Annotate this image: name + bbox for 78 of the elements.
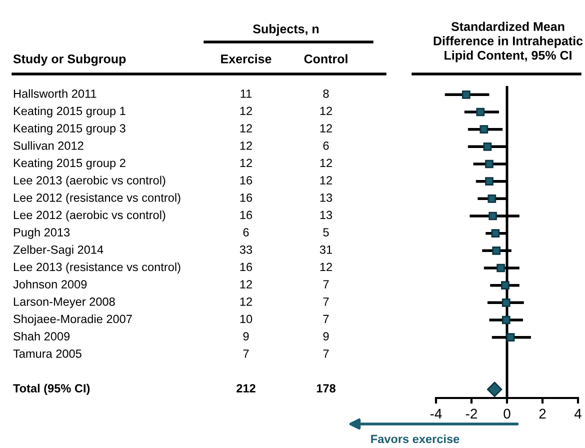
data-label: 7: [243, 350, 249, 358]
data-label: 5: [323, 228, 329, 236]
data-label: 12: [320, 262, 332, 272]
data-label: 12: [320, 124, 332, 132]
category-label: Keating 2015 group 3: [14, 124, 126, 135]
data-label: 16: [240, 210, 252, 220]
category-label: Keating 2015 group 2: [14, 158, 126, 170]
category-label: Larson-Meyer 2008: [14, 297, 115, 308]
category-label: Total (95% CI): [13, 384, 90, 395]
data-label: 10: [240, 314, 252, 324]
text: Subjects, n: [253, 24, 319, 36]
data-label: 16: [240, 193, 252, 202]
category-label: Shah 2009: [14, 332, 70, 340]
data-label: 12: [320, 106, 332, 116]
point: [502, 298, 510, 307]
category-label: Keating 2015 group 1: [14, 106, 126, 118]
data-label: 33: [240, 245, 252, 254]
category-label: Shojaee-Moradie 2007: [14, 314, 132, 326]
point: [476, 108, 485, 116]
data-label: 6: [323, 141, 329, 150]
data-label: 6: [243, 228, 249, 236]
point: [501, 281, 510, 290]
data-label: 12: [320, 176, 332, 184]
point: [488, 212, 497, 220]
data-label: 7: [323, 314, 329, 324]
point: [502, 316, 510, 324]
x-tick-label: -2: [466, 408, 477, 418]
data-label: 7: [323, 350, 329, 358]
x-tick-label: -4: [430, 408, 442, 418]
data-label: 16: [240, 176, 252, 184]
x-tick-label: 4: [574, 408, 582, 418]
data-label: 12: [320, 158, 332, 168]
data-label: 31: [320, 245, 332, 254]
data-label: 8: [323, 89, 329, 98]
point: [488, 194, 496, 203]
x-tick-label: 2: [539, 408, 546, 418]
x-tick-label: 0: [504, 408, 510, 419]
text: Study or Subgroup: [13, 54, 126, 66]
data-label: 7: [323, 298, 329, 306]
data-label: 12: [240, 124, 252, 132]
data-label: 178: [316, 384, 336, 392]
point: [480, 125, 488, 134]
category-label: Tamura 2005: [13, 349, 82, 358]
data-label: 11: [240, 90, 252, 98]
point: [485, 160, 494, 168]
category-label: Pugh 2013: [14, 228, 70, 239]
text: Control: [304, 54, 348, 64]
data-label: 7: [323, 280, 329, 288]
category-label: Lee 2013 (aerobic vs control): [14, 176, 166, 187]
point: [487, 382, 502, 397]
point: [506, 333, 515, 342]
point: [491, 229, 500, 238]
category-label: Zelber-Sagi 2014: [13, 245, 104, 256]
category-label: Lee 2012 (aerobic vs control): [14, 210, 166, 222]
chart-title: Standardized Mean Difference in Intrahepatic Lipid Content, 95% CI: [434, 22, 583, 62]
category-label: Sullivan 2012: [14, 141, 84, 150]
text: Exercise: [221, 54, 272, 64]
data-label: 12: [240, 106, 252, 116]
category-label: Lee 2012 (resistance vs control): [14, 193, 180, 204]
data-label: 9: [243, 332, 249, 340]
point: [492, 246, 501, 255]
data-label: 9: [323, 332, 329, 340]
data-label: 16: [240, 262, 252, 272]
category-label: Lee 2013 (resistance vs control): [14, 262, 180, 274]
point: [483, 142, 492, 151]
data-label: 12: [240, 280, 252, 288]
data-label: 12: [240, 158, 252, 168]
text: Favors exercise: [371, 434, 460, 444]
data-label: 12: [240, 297, 252, 306]
data-label: 13: [320, 193, 332, 202]
data-label: 12: [240, 141, 252, 150]
point: [496, 264, 505, 272]
category-label: Johnson 2009: [13, 280, 87, 288]
category-label: Hallsworth 2011: [14, 89, 96, 98]
point: [462, 90, 470, 99]
data-label: 13: [320, 210, 332, 220]
point: [485, 177, 494, 186]
data-label: 212: [236, 384, 256, 392]
